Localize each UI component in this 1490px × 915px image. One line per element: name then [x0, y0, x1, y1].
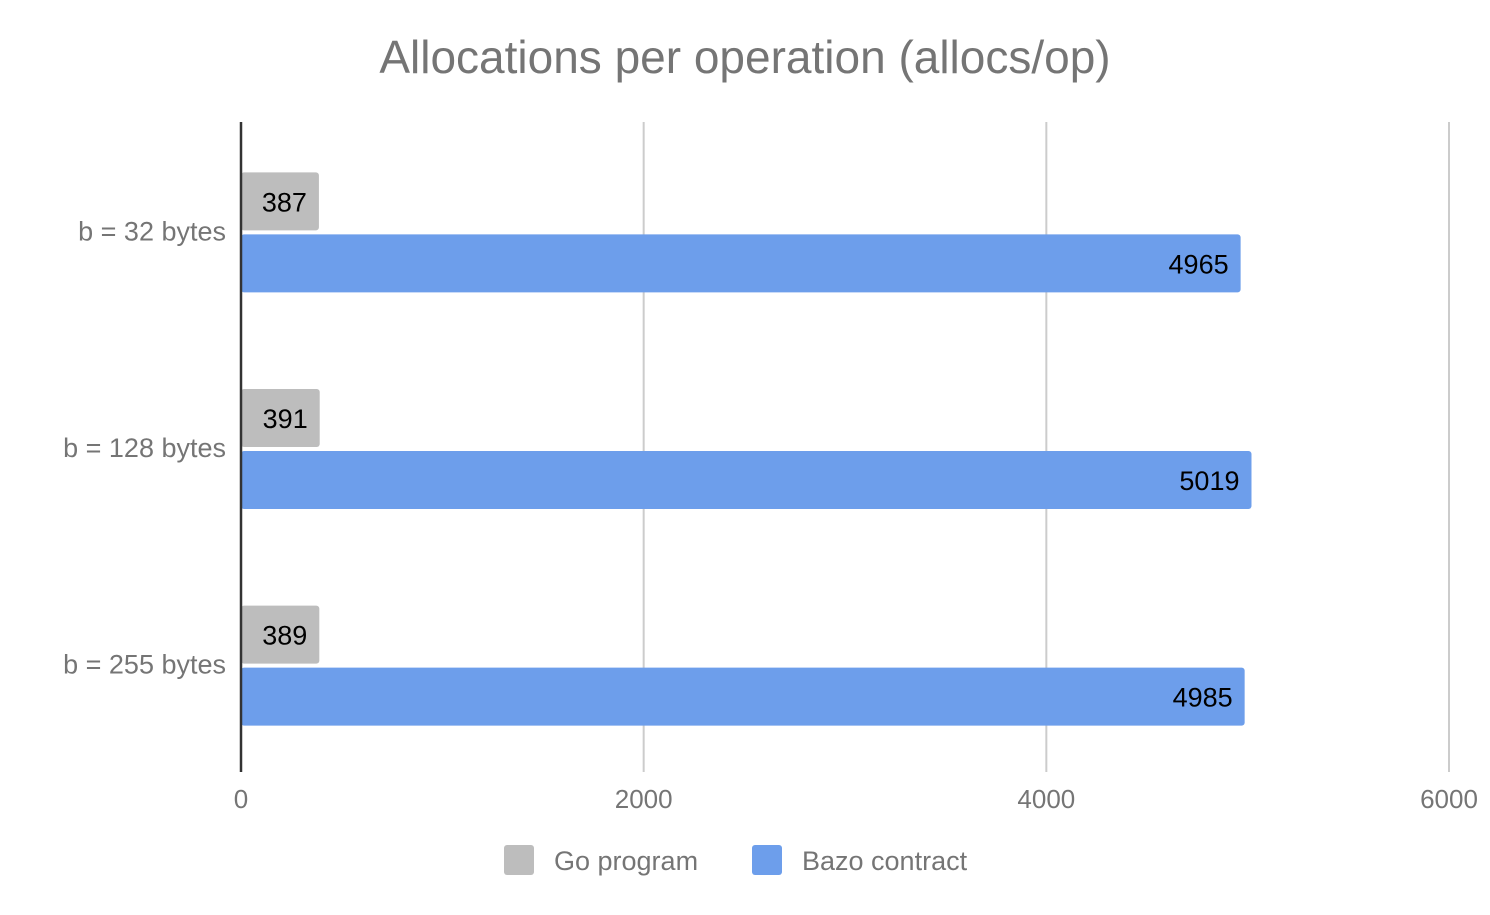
x-tick-label: 6000	[1420, 784, 1478, 814]
bar	[241, 172, 319, 231]
x-tick-label: 2000	[615, 784, 673, 814]
data-label: 391	[263, 404, 308, 434]
data-label: 387	[262, 187, 307, 217]
legend: Go program Bazo contract	[504, 845, 968, 876]
legend-swatch	[504, 845, 534, 875]
axes: 0 2000 4000 6000 b = 32 bytes b = 128 bytes b …	[63, 122, 1478, 814]
x-tick-label: 4000	[1017, 784, 1075, 814]
legend-label: Go program	[554, 846, 698, 876]
x-tick-label: 0	[234, 784, 248, 814]
chart-title: Allocations per operation (allocs/op)	[379, 31, 1111, 83]
gridlines	[642, 122, 1450, 772]
y-category-label: b = 32 bytes	[78, 216, 226, 246]
data-label: 389	[262, 621, 307, 651]
data-label: 4965	[1169, 249, 1229, 279]
bar	[241, 451, 1252, 509]
bars: 387 4965 391 5019 389 4985	[241, 172, 1252, 726]
data-label: 5019	[1179, 466, 1239, 496]
bar	[241, 389, 320, 447]
legend-label: Bazo contract	[802, 846, 968, 876]
bar	[241, 234, 1241, 293]
data-label: 4985	[1173, 683, 1233, 713]
legend-swatch	[752, 845, 782, 875]
y-category-label: b = 255 bytes	[63, 650, 226, 680]
bar	[241, 605, 320, 664]
bar	[241, 667, 1245, 726]
y-category-label: b = 128 bytes	[63, 433, 226, 463]
